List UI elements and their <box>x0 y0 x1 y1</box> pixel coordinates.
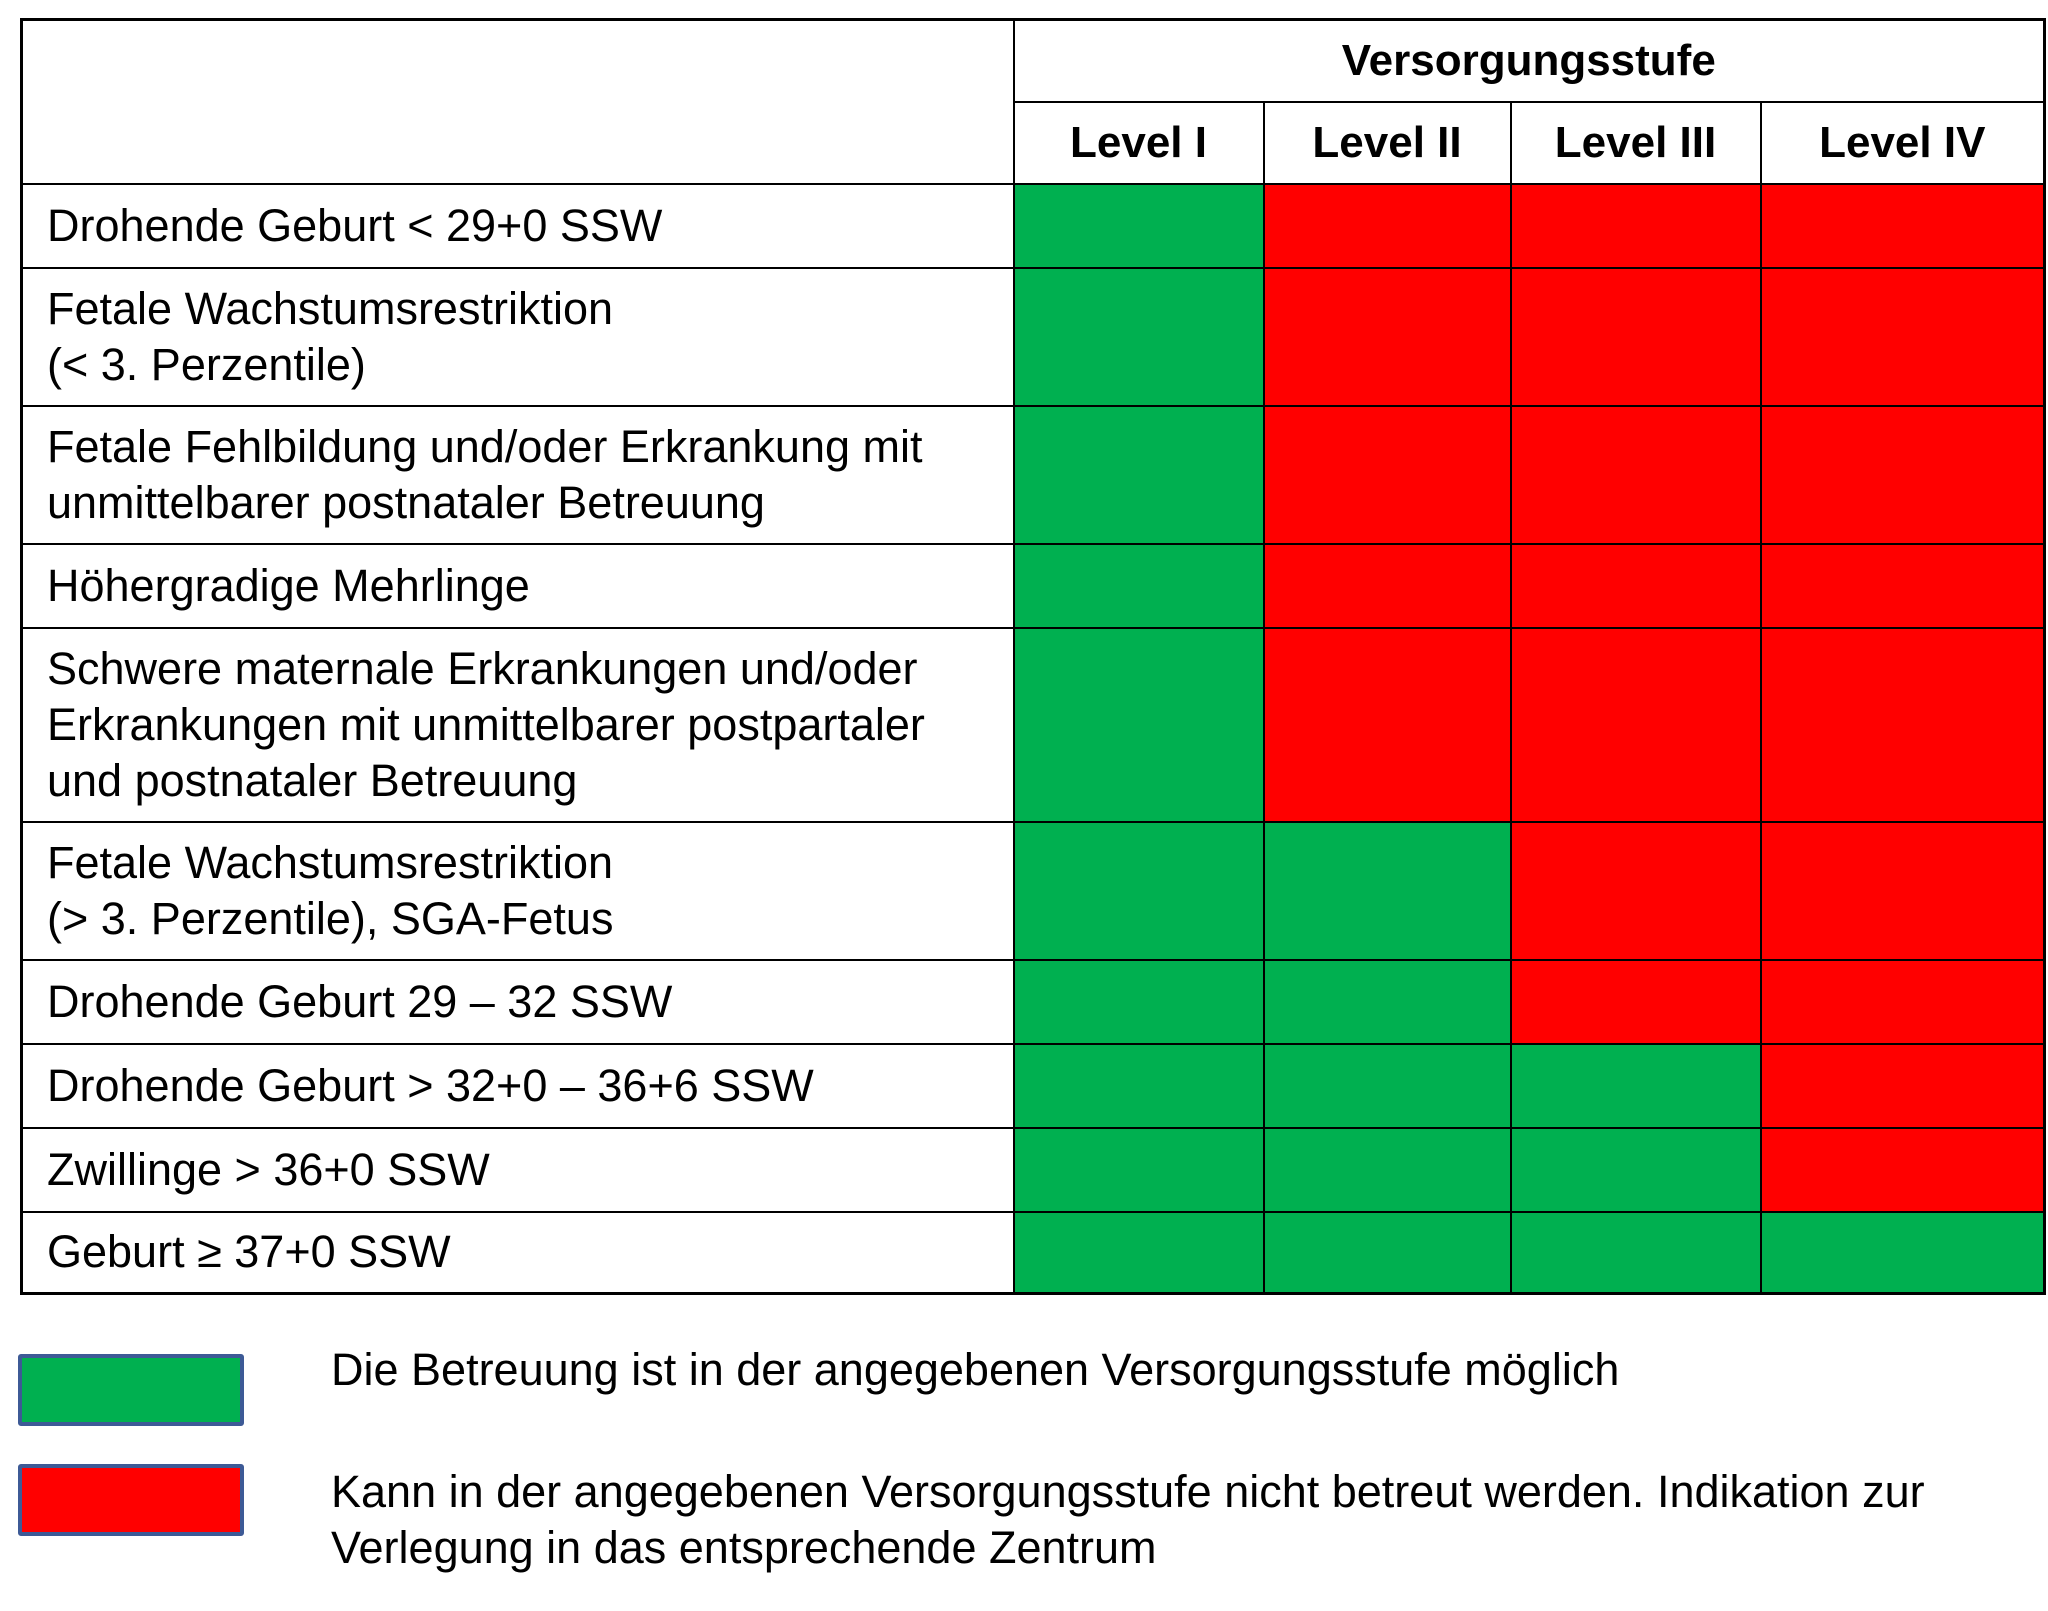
table-row: Fetale Wachstumsrestriktion (< 3. Perzen… <box>20 266 2046 407</box>
row-label: Drohende Geburt < 29+0 SSW <box>20 182 1015 269</box>
status-cell-level-3 <box>1509 182 1762 269</box>
status-cell-level-4 <box>1759 1126 2046 1213</box>
status-cell-level-1 <box>1012 182 1265 269</box>
legend-swatch-green <box>18 1354 244 1426</box>
level-3-header: Level III <box>1509 100 1762 185</box>
status-cell-level-2 <box>1262 1210 1512 1295</box>
table-row: Zwillinge > 36+0 SSW <box>20 1126 2046 1213</box>
status-cell-level-1 <box>1012 1210 1265 1295</box>
status-cell-level-1 <box>1012 626 1265 823</box>
status-cell-level-4 <box>1759 542 2046 629</box>
row-label: Drohende Geburt 29 – 32 SSW <box>20 958 1015 1045</box>
status-cell-level-1 <box>1012 820 1265 961</box>
status-cell-level-3 <box>1509 626 1762 823</box>
row-label: Fetale Wachstumsrestriktion (> 3. Perzen… <box>20 820 1015 961</box>
status-cell-level-4 <box>1759 1042 2046 1129</box>
care-level-matrix: Versorgungsstufe Level I Level II Level … <box>20 18 2047 1295</box>
status-cell-level-2 <box>1262 1126 1512 1213</box>
level-4-header: Level IV <box>1759 100 2046 185</box>
status-cell-level-1 <box>1012 404 1265 545</box>
status-cell-level-2 <box>1262 1042 1512 1129</box>
status-cell-level-4 <box>1759 820 2046 961</box>
table-row: Schwere maternale Erkrankungen und/oder … <box>20 626 2046 823</box>
legend-text-green: Die Betreuung ist in der angegebenen Ver… <box>331 1344 1620 1395</box>
row-label: Fetale Wachstumsrestriktion (< 3. Perzen… <box>20 266 1015 407</box>
status-cell-level-3 <box>1509 266 1762 407</box>
status-cell-level-2 <box>1262 182 1512 269</box>
row-label: Fetale Fehlbildung und/oder Erkrankung m… <box>20 404 1015 545</box>
table-row: Höhergradige Mehrlinge <box>20 542 2046 629</box>
status-cell-level-4 <box>1759 266 2046 407</box>
status-cell-level-3 <box>1509 820 1762 961</box>
legend-text-red: Kann in der angegebenen Versorgungsstufe… <box>331 1466 1925 1573</box>
level-2-header: Level II <box>1262 100 1512 185</box>
legend-item-red: Kann in der angegebenen Versorgungsstufe… <box>18 1464 2038 1584</box>
legend-item-green: Die Betreuung ist in der angegebenen Ver… <box>18 1344 2038 1444</box>
row-label: Schwere maternale Erkrankungen und/oder … <box>20 626 1015 823</box>
status-cell-level-2 <box>1262 958 1512 1045</box>
status-cell-level-1 <box>1012 266 1265 407</box>
status-cell-level-4 <box>1759 958 2046 1045</box>
row-label: Drohende Geburt > 32+0 – 36+6 SSW <box>20 1042 1015 1129</box>
table-row: Drohende Geburt > 32+0 – 36+6 SSW <box>20 1042 2046 1129</box>
status-cell-level-1 <box>1012 542 1265 629</box>
status-cell-level-2 <box>1262 626 1512 823</box>
status-cell-level-3 <box>1509 404 1762 545</box>
status-cell-level-3 <box>1509 542 1762 629</box>
header-row-group: Versorgungsstufe <box>20 18 2046 185</box>
status-cell-level-2 <box>1262 266 1512 407</box>
status-cell-level-2 <box>1262 404 1512 545</box>
header-row-levels: Level I Level II Level III Level IV <box>22 100 2046 185</box>
row-label: Geburt ≥ 37+0 SSW <box>20 1210 1015 1295</box>
level-1-header: Level I <box>1012 100 1265 185</box>
status-cell-level-2 <box>1262 542 1512 629</box>
matrix-body: Drohende Geburt < 29+0 SSW Fetale Wachstu… <box>20 182 2046 1295</box>
status-cell-level-3 <box>1509 1126 1762 1213</box>
table-row: Geburt ≥ 37+0 SSW <box>20 1210 2046 1295</box>
table-row: Fetale Wachstumsrestriktion (> 3. Perzen… <box>20 820 2046 961</box>
table-row: Fetale Fehlbildung und/oder Erkrankung m… <box>20 404 2046 545</box>
row-label: Höhergradige Mehrlinge <box>20 542 1015 629</box>
table-row: Drohende Geburt < 29+0 SSW <box>20 182 2046 269</box>
status-cell-level-3 <box>1509 1210 1762 1295</box>
status-cell-level-4 <box>1759 404 2046 545</box>
status-cell-level-3 <box>1509 958 1762 1045</box>
table-row: Drohende Geburt 29 – 32 SSW <box>20 958 2046 1045</box>
status-cell-level-3 <box>1509 1042 1762 1129</box>
status-cell-level-2 <box>1262 820 1512 961</box>
status-cell-level-4 <box>1759 626 2046 823</box>
corner-cell <box>20 18 1015 185</box>
row-label: Zwillinge > 36+0 SSW <box>20 1126 1015 1213</box>
status-cell-level-4 <box>1759 1210 2046 1295</box>
versorgungsstufe-header: Versorgungsstufe <box>1012 18 2046 103</box>
status-cell-level-1 <box>1012 958 1265 1045</box>
legend-swatch-red <box>18 1464 244 1536</box>
status-cell-level-1 <box>1012 1126 1265 1213</box>
status-cell-level-4 <box>1759 182 2046 269</box>
status-cell-level-1 <box>1012 1042 1265 1129</box>
